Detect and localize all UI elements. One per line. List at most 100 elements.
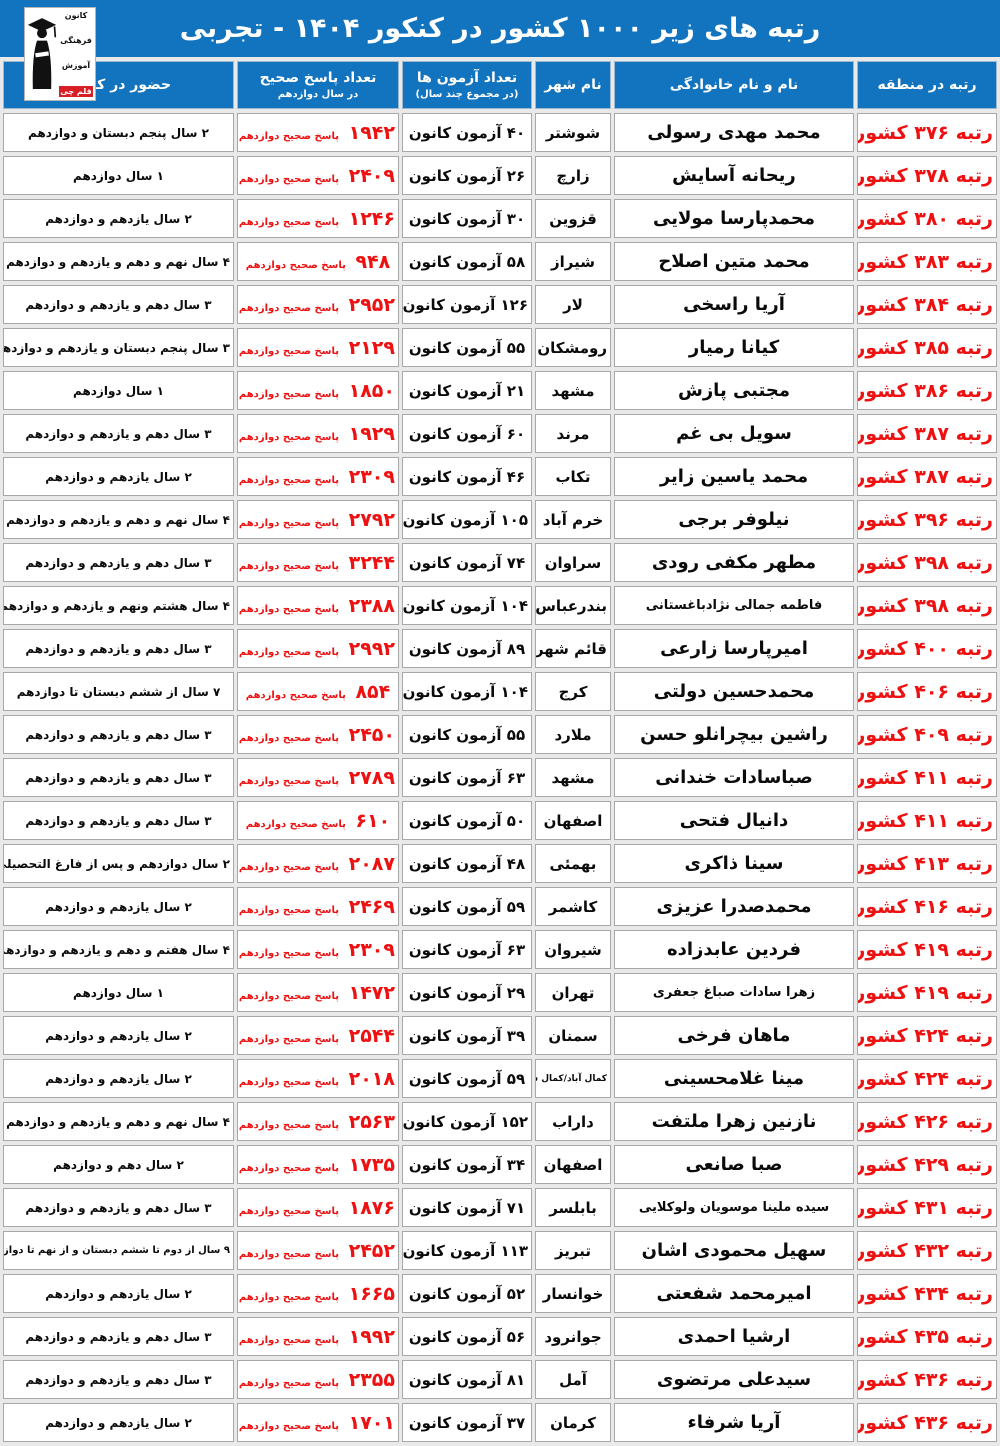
city-cell: بندرعباس <box>535 586 611 625</box>
city-cell: سراوان <box>535 543 611 582</box>
correct-count: ۱۹۴۲ <box>348 121 395 144</box>
city-cell: جوانرود <box>535 1317 611 1356</box>
correct-label: پاسخ صحیح دوازدهم <box>238 345 340 357</box>
correct-label: پاسخ صحیح دوازدهم <box>238 947 340 959</box>
correct-label: پاسخ صحیح دوازدهم <box>238 861 340 873</box>
city-cell: آمل <box>535 1360 611 1399</box>
rank-cell: رتبه ۳۸۷ کشور <box>857 457 997 496</box>
city-cell: قائم شهر <box>535 629 611 668</box>
tests-count-cell: ۳۹ آزمون کانون <box>402 1016 532 1055</box>
attendance-cell: ۱ سال دوازدهم <box>3 156 234 195</box>
tests-count-cell: ۵۵ آزمون کانون <box>402 328 532 367</box>
attendance-cell: ۲ سال پنجم دبستان و دوازدهم <box>3 113 234 152</box>
correct-count: ۱۸۵۰ <box>348 379 395 402</box>
attendance-cell: ۷ سال از ششم دبستان تا دوازدهم <box>3 672 234 711</box>
city-cell: کمال آباد/کمال شهر <box>535 1059 611 1098</box>
correct-count: ۲۵۴۴ <box>348 1024 395 1047</box>
rank-cell: رتبه ۴۲۶ کشور <box>857 1102 997 1141</box>
header-row: رتبه در منطقه نام و نام خانوادگی نام شهر… <box>3 61 997 109</box>
city-cell: رومشکان <box>535 328 611 367</box>
attendance-cell: ۲ سال یازدهم و دوازدهم <box>3 1016 234 1055</box>
correct-label: پاسخ صحیح دوازدهم <box>238 302 340 314</box>
attendance-cell: ۳ سال دهم و یازدهم و دوازدهم <box>3 1317 234 1356</box>
attendance-cell: ۲ سال یازدهم و دوازدهم <box>3 457 234 496</box>
table-row: رتبه ۳۸۰ کشور محمدپارسا مولایی قزوین ۳۰ … <box>3 199 997 238</box>
city-cell: اصفهان <box>535 801 611 840</box>
graduate-icon <box>27 18 57 89</box>
rank-cell: رتبه ۳۷۶ کشور <box>857 113 997 152</box>
correct-label: پاسخ صحیح دوازدهم <box>238 1377 340 1389</box>
table-row: رتبه ۳۸۵ کشور کیانا رمیار رومشکان ۵۵ آزم… <box>3 328 997 367</box>
rank-cell: رتبه ۳۸۵ کشور <box>857 328 997 367</box>
rank-cell: رتبه ۳۸۴ کشور <box>857 285 997 324</box>
rank-cell: رتبه ۴۳۲ کشور <box>857 1231 997 1270</box>
table-row: رتبه ۳۷۸ کشور ریحانه آسایش زارچ ۲۶ آزمون… <box>3 156 997 195</box>
tests-count-cell: ۲۶ آزمون کانون <box>402 156 532 195</box>
table-row: رتبه ۳۹۸ کشور مطهر مکفی رودی سراوان ۷۴ آ… <box>3 543 997 582</box>
student-name-cell: فاطمه جمالی نژادباغستانی <box>614 586 854 625</box>
table-row: رتبه ۴۰۹ کشور راشین بیچرانلو حسن ملارد ۵… <box>3 715 997 754</box>
correct-answers-cell: ۱۷۳۵ پاسخ صحیح دوازدهم <box>237 1145 399 1184</box>
student-name-cell: محمد مهدی رسولی <box>614 113 854 152</box>
correct-label: پاسخ صحیح دوازدهم <box>238 904 340 916</box>
correct-count: ۹۴۸ <box>355 250 391 273</box>
tests-count-cell: ۱۱۳ آزمون کانون <box>402 1231 532 1270</box>
rank-cell: رتبه ۴۱۹ کشور <box>857 973 997 1012</box>
attendance-cell: ۳ سال دهم و یازدهم و دوازدهم <box>3 285 234 324</box>
rank-cell: رتبه ۴۳۶ کشور <box>857 1360 997 1399</box>
correct-count: ۲۷۸۹ <box>348 766 395 789</box>
logo-text-block: کانون فرهنگی آموزش قلم چی <box>59 11 93 97</box>
table-row: رتبه ۴۲۴ کشور مینا غلامحسینی کمال آباد/ک… <box>3 1059 997 1098</box>
rank-cell: رتبه ۴۱۶ کشور <box>857 887 997 926</box>
rank-cell: رتبه ۴۳۱ کشور <box>857 1188 997 1227</box>
rank-cell: رتبه ۴۰۰ کشور <box>857 629 997 668</box>
correct-label: پاسخ صحیح دوازدهم <box>238 130 340 142</box>
column-header-correct: تعداد پاسخ صحیح در سال دوازدهم <box>237 61 399 109</box>
attendance-cell: ۳ سال دهم و یازدهم و دوازدهم <box>3 543 234 582</box>
correct-count: ۲۴۵۰ <box>348 723 395 746</box>
correct-label: پاسخ صحیح دوازدهم <box>238 1076 340 1088</box>
tests-count-cell: ۵۹ آزمون کانون <box>402 887 532 926</box>
attendance-cell: ۲ سال یازدهم و دوازدهم <box>3 1403 234 1442</box>
city-cell: داراب <box>535 1102 611 1141</box>
correct-count: ۲۴۵۲ <box>348 1239 395 1262</box>
city-cell: کرمان <box>535 1403 611 1442</box>
correct-count: ۲۱۲۹ <box>348 336 395 359</box>
tests-count-cell: ۱۵۲ آزمون کانون <box>402 1102 532 1141</box>
ranking-table: رتبه در منطقه نام و نام خانوادگی نام شهر… <box>0 57 1000 1446</box>
correct-answers-cell: ۱۹۴۲ پاسخ صحیح دوازدهم <box>237 113 399 152</box>
table-row: رتبه ۳۹۶ کشور نیلوفر برجی خرم آباد ۱۰۵ آ… <box>3 500 997 539</box>
attendance-cell: ۴ سال هشتم ونهم و یازدهم و دوازدهم <box>3 586 234 625</box>
correct-count: ۲۴۰۹ <box>348 164 395 187</box>
correct-count: ۱۹۲۹ <box>348 422 395 445</box>
city-cell: اصفهان <box>535 1145 611 1184</box>
attendance-cell: ۲ سال یازدهم و دوازدهم <box>3 1059 234 1098</box>
table-row: رتبه ۳۸۷ کشور محمد یاسین زایر تکاب ۴۶ آز… <box>3 457 997 496</box>
table-row: رتبه ۳۸۴ کشور آریا راسخی لار ۱۲۶ آزمون ک… <box>3 285 997 324</box>
attendance-cell: ۲ سال دهم و دوازدهم <box>3 1145 234 1184</box>
tests-count-cell: ۵۹ آزمون کانون <box>402 1059 532 1098</box>
student-name-cell: سینا ذاکری <box>614 844 854 883</box>
tests-count-cell: ۵۲ آزمون کانون <box>402 1274 532 1313</box>
correct-label: پاسخ صحیح دوازدهم <box>245 818 346 830</box>
correct-answers-cell: ۶۱۰ پاسخ صحیح دوازدهم <box>237 801 399 840</box>
correct-label: پاسخ صحیح دوازدهم <box>238 1248 340 1260</box>
correct-label: پاسخ صحیح دوازدهم <box>238 216 340 228</box>
table-row: رتبه ۴۳۴ کشور امیرمحمد شفعتی خوانسار ۵۲ … <box>3 1274 997 1313</box>
column-header-city: نام شهر <box>535 61 611 109</box>
column-header-tests: تعداد آزمون ها (در مجموع چند سال) <box>402 61 532 109</box>
attendance-cell: ۳ سال دهم و یازدهم و دوازدهم <box>3 1188 234 1227</box>
correct-count: ۲۰۸۷ <box>348 852 395 875</box>
student-name-cell: ریحانه آسایش <box>614 156 854 195</box>
correct-count: ۱۷۳۵ <box>348 1153 395 1176</box>
correct-count: ۲۷۹۲ <box>348 508 395 531</box>
correct-count: ۲۵۶۳ <box>348 1110 395 1133</box>
correct-label: پاسخ صحیح دوازدهم <box>238 1291 340 1303</box>
logo-text-line: فرهنگی <box>60 35 92 45</box>
correct-answers-cell: ۲۷۹۲ پاسخ صحیح دوازدهم <box>237 500 399 539</box>
page-title: رتبه های زیر ۱۰۰۰ کشور در کنکور ۱۴۰۴ - ت… <box>179 13 821 44</box>
correct-count: ۳۲۴۴ <box>348 551 395 574</box>
student-name-cell: نازنین زهرا ملتفت <box>614 1102 854 1141</box>
tests-count-cell: ۵۸ آزمون کانون <box>402 242 532 281</box>
student-name-cell: آریا راسخی <box>614 285 854 324</box>
